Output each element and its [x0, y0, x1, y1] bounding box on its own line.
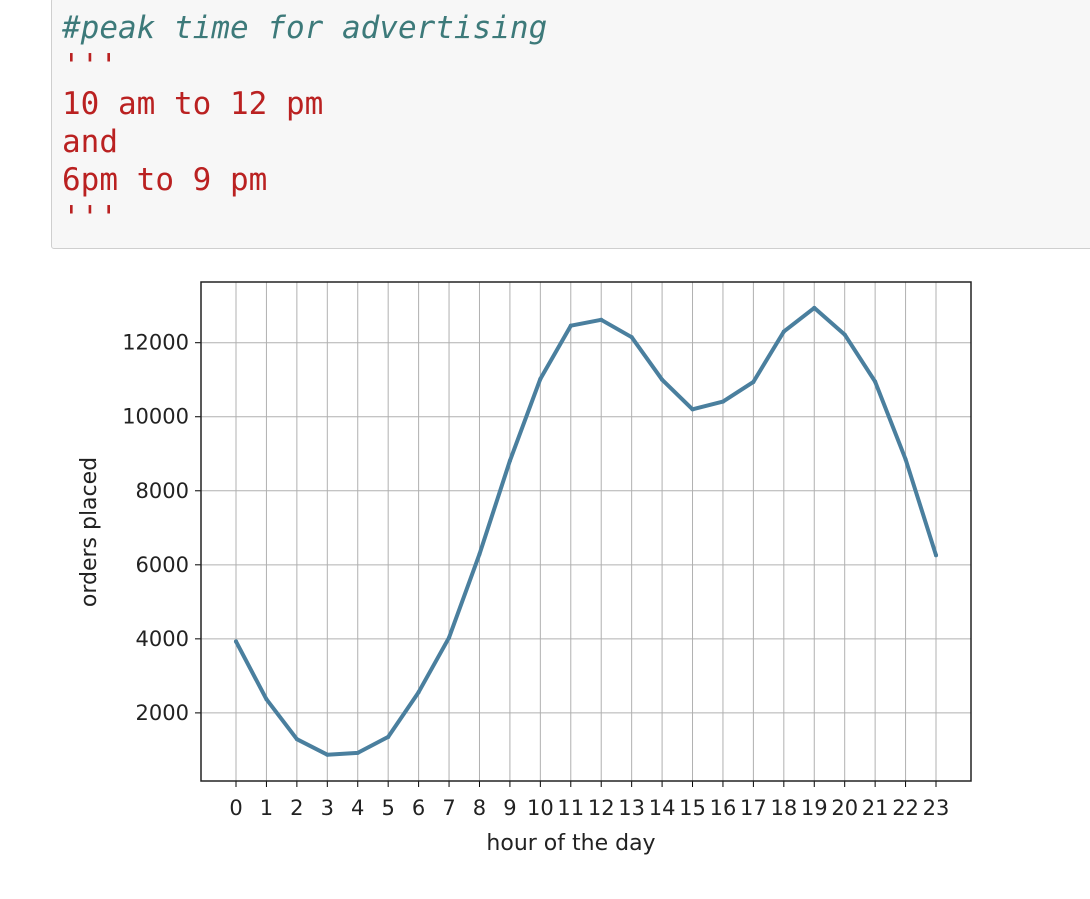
x-axis-label: hour of the day [486, 831, 655, 856]
code-comment-line: #peak time for advertising [62, 10, 548, 46]
data-point [720, 399, 725, 404]
cell-output: 0 1 2 3 4 5 6 7 8 9 10 11 12 13 14 15 16 17 18 19 20 21 22 23 20… [0, 262, 1090, 894]
y-axis-label: orders placed [77, 457, 102, 607]
docstring-line: 6pm to 9 pm [62, 162, 268, 198]
data-point [325, 752, 330, 757]
data-point [934, 553, 938, 558]
data-point [873, 379, 878, 384]
x-tick-label: 10 [527, 796, 554, 820]
data-point [234, 639, 238, 644]
x-tick-label: 19 [801, 796, 828, 820]
data-point [903, 457, 908, 462]
x-tick-label: 2 [290, 796, 303, 820]
data-point [568, 323, 573, 328]
x-tick-label: 3 [321, 796, 334, 820]
x-tick-label: 4 [351, 796, 364, 820]
y-tick-label: 12000 [122, 331, 189, 355]
x-tick-label: 21 [862, 796, 889, 820]
data-point [294, 737, 299, 742]
data-point [599, 317, 604, 322]
data-point [264, 697, 269, 702]
docstring-open-quotes: ''' [62, 48, 118, 84]
data-point [781, 329, 786, 334]
y-tick-label: 4000 [136, 627, 189, 651]
x-tick-label: 15 [679, 796, 706, 820]
x-tick-label: 18 [770, 796, 797, 820]
x-tick-label: 17 [740, 796, 767, 820]
y-tick-label: 10000 [122, 405, 189, 429]
docstring-line: and [62, 124, 118, 160]
x-tick-label: 0 [229, 796, 242, 820]
data-point [507, 458, 512, 463]
x-tick-label: 16 [710, 796, 737, 820]
data-point [416, 690, 421, 695]
data-point [690, 407, 695, 412]
x-tick-label: 14 [649, 796, 676, 820]
x-tick-label: 8 [473, 796, 486, 820]
docstring-close-quotes: ''' [62, 200, 118, 236]
data-point [477, 552, 482, 557]
x-tick-label: 6 [412, 796, 425, 820]
line-chart: 0 1 2 3 4 5 6 7 8 9 10 11 12 13 14 15 16 17 18 19 20 21 22 2320… [77, 281, 972, 856]
y-tick-label: 6000 [136, 553, 189, 577]
data-point [447, 635, 452, 640]
data-point [629, 335, 634, 340]
x-tick-label: 13 [618, 796, 645, 820]
data-point [660, 377, 665, 382]
data-point [538, 376, 543, 381]
data-point [842, 332, 847, 337]
code-editor[interactable]: #peak time for advertising ''' 10 am to … [62, 3, 547, 237]
data-point [751, 379, 756, 384]
plot-frame [200, 281, 972, 782]
plot-area [201, 282, 971, 781]
docstring-line: 10 am to 12 pm [62, 86, 324, 122]
x-tick-label: 5 [381, 796, 394, 820]
x-tick-label: 23 [923, 796, 950, 820]
x-tick-label: 12 [588, 796, 615, 820]
x-tick-label: 22 [892, 796, 919, 820]
data-point [355, 750, 360, 755]
y-tick-label: 2000 [136, 701, 189, 725]
data-point [386, 734, 391, 739]
y-tick-label: 8000 [136, 479, 189, 503]
x-tick-label: 9 [503, 796, 516, 820]
data-series-line [234, 305, 938, 757]
data-point [812, 305, 817, 310]
x-tick-label: 1 [260, 796, 273, 820]
x-tick-label: 20 [831, 796, 858, 820]
x-tick-label: 7 [442, 796, 455, 820]
code-cell[interactable]: #peak time for advertising ''' 10 am to … [51, 0, 1090, 249]
x-tick-label: 11 [557, 796, 584, 820]
